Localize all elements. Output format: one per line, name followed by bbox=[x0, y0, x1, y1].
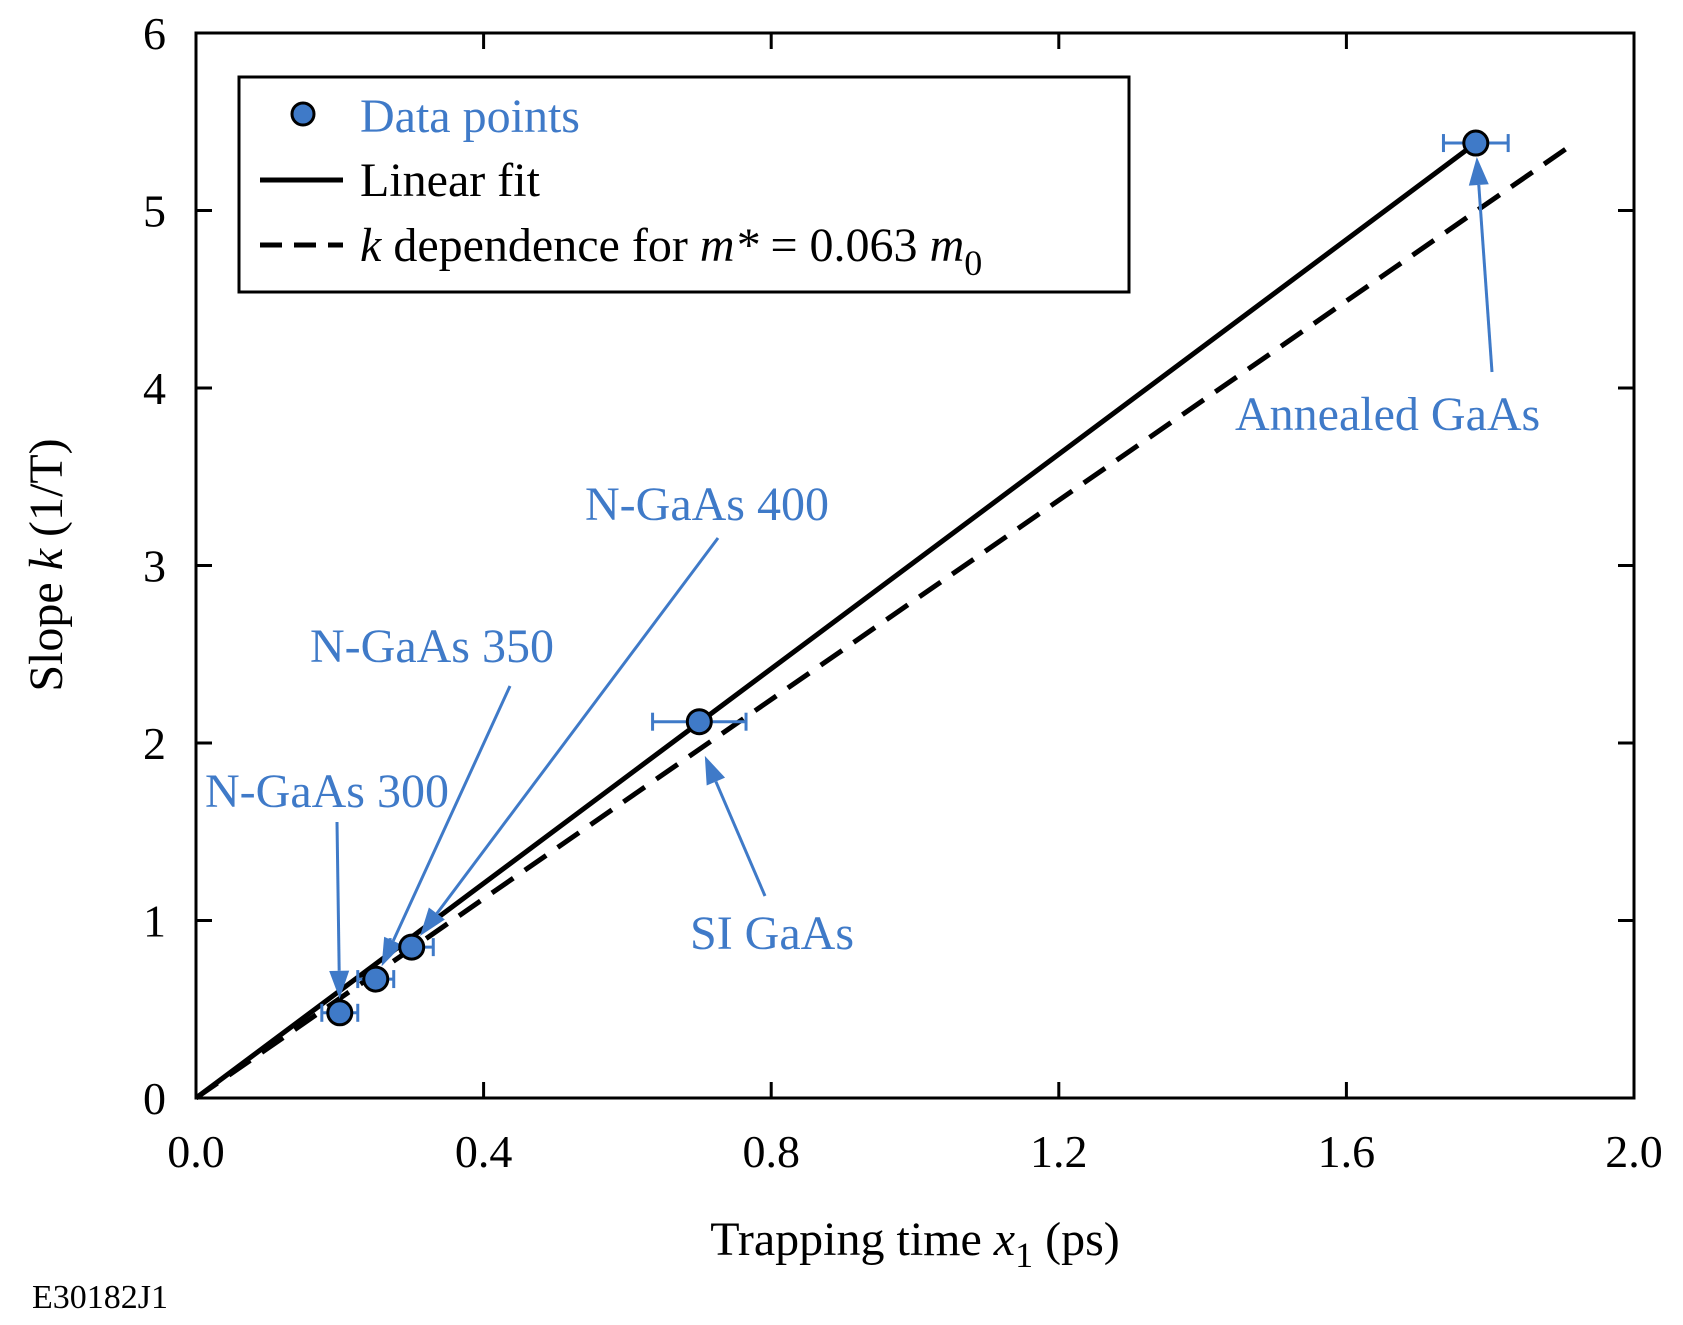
annotation-arrow-shaft bbox=[435, 537, 720, 915]
y-tick-label: 0 bbox=[143, 1073, 166, 1124]
x-axis-title: Trapping time x1 (ps) bbox=[710, 1213, 1120, 1275]
y-tick-label: 6 bbox=[143, 8, 166, 59]
x-tick-label: 2.0 bbox=[1605, 1126, 1663, 1177]
data-point bbox=[1462, 129, 1490, 157]
annotation-arrow-head bbox=[381, 936, 403, 967]
annotation-arrow-head bbox=[704, 755, 726, 786]
legend-label-k-dependence: k dependence for m* = 0.063 m0 bbox=[360, 219, 982, 283]
annotation-arrow-head bbox=[1468, 157, 1489, 186]
y-tick-label: 2 bbox=[143, 718, 166, 769]
data-points bbox=[320, 129, 1510, 1027]
figure-id: E30182J1 bbox=[32, 1279, 168, 1316]
annotation-arrow-shaft bbox=[391, 685, 512, 942]
data-point bbox=[685, 708, 713, 736]
data-point bbox=[362, 965, 390, 993]
annotation-arrow-shaft bbox=[714, 781, 767, 897]
annotation-n-gaas-300: N-GaAs 300 bbox=[205, 765, 449, 818]
y-tick-label: 4 bbox=[143, 363, 166, 414]
annotation-si-gaas: SI GaAs bbox=[690, 907, 854, 960]
annotation-arrow-shaft bbox=[1477, 184, 1494, 373]
x-tick-label: 1.6 bbox=[1318, 1126, 1376, 1177]
annotation-n-gaas-400: N-GaAs 400 bbox=[585, 478, 829, 531]
y-tick-label: 3 bbox=[143, 541, 166, 592]
y-axis-title: Slope k (1/T) bbox=[20, 438, 73, 691]
x-tick-label: 0.4 bbox=[455, 1126, 513, 1177]
legend-label-data-points: Data points bbox=[360, 90, 580, 143]
legend-label-linear-fit: Linear fit bbox=[360, 154, 541, 207]
y-axis-ticks: 0 1 2 3 4 5 6 bbox=[143, 8, 1634, 1124]
legend-box bbox=[237, 75, 1131, 294]
x-axis-ticks: 0.0 0.4 0.8 1.2 1.6 2.0 bbox=[167, 33, 1663, 1177]
annotation-n-gaas-350: N-GaAs 350 bbox=[310, 620, 554, 673]
x-tick-label: 1.2 bbox=[1030, 1126, 1088, 1177]
annotation-arrows bbox=[329, 157, 1494, 999]
x-tick-label: 0.0 bbox=[167, 1126, 225, 1177]
x-tick-label: 0.8 bbox=[742, 1126, 800, 1177]
y-tick-label: 1 bbox=[143, 896, 166, 947]
legend: Data points Linear fit k dependence for … bbox=[237, 75, 1131, 294]
annotation-arrow-shaft bbox=[335, 821, 341, 971]
legend-marker-data-points bbox=[290, 101, 316, 127]
annotation-arrow-head bbox=[329, 970, 350, 999]
annotation-annealed-gaas: Annealed GaAs bbox=[1235, 388, 1540, 441]
y-tick-label: 5 bbox=[143, 186, 166, 237]
annotation-arrow-head bbox=[420, 907, 445, 936]
data-point bbox=[398, 933, 426, 961]
data-point bbox=[326, 999, 354, 1027]
